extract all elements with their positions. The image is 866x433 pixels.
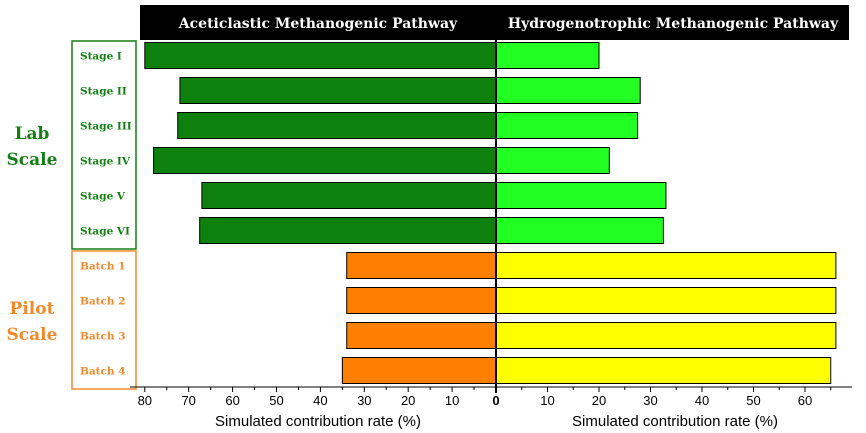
bar-left-1-0 [346,252,497,279]
left-tick-label: 80 [138,393,152,408]
header-right-box [497,5,849,40]
right-x-axis-title: Simulated contribution rate (%) [572,413,778,430]
bar-right-0-2 [495,112,639,139]
bar-right-0-1 [495,77,641,104]
category-label: Stage II [80,86,127,98]
left-tick-label: 0 [492,393,499,408]
category-label: Batch 1 [80,261,126,273]
category-label: Batch 4 [80,366,126,378]
bars-layer [144,42,837,384]
group-label: Lab [15,124,50,144]
labels-layer: Stage I Stage II Stage III Stage IV Stage V S… [7,40,137,390]
right-tick-label: 30 [643,393,657,408]
category-label: Batch 3 [80,331,126,343]
left-tick-label: 60 [225,393,239,408]
category-label: Stage VI [80,226,130,238]
right-tick-label: 40 [695,393,709,408]
category-label: Stage V [80,191,126,203]
right-tick-label: 20 [592,393,606,408]
right-panel-title: Hydrogenotrophic Methanogenic Pathway [508,16,839,32]
category-label: Stage I [80,51,122,63]
bar-left-0-0 [144,42,497,69]
left-tick-label: 40 [313,393,327,408]
bar-left-0-1 [179,77,497,104]
category-label: Batch 2 [80,296,126,308]
group-box [71,40,137,250]
bar-left-0-3 [153,147,497,174]
left-tick-label: 10 [445,393,459,408]
header-left-box [140,5,496,40]
right-tick-label: 60 [798,393,812,408]
category-label: Stage IV [80,156,131,168]
axis-layer: 0 10 20 30 40 50 60 70 80 10 20 30 40 50 60 [130,5,852,408]
bar-right-0-3 [495,147,610,174]
bar-left-0-2 [177,112,497,139]
bar-right-0-5 [495,217,664,244]
left-tick-label: 30 [357,393,371,408]
bar-left-0-4 [201,182,497,209]
bar-right-1-3 [495,357,832,384]
right-tick-label: 10 [540,393,554,408]
category-label: Stage III [80,121,132,133]
bar-left-1-2 [346,322,497,349]
bar-left-1-1 [346,287,497,314]
bar-left-1-3 [341,357,497,384]
left-tick-label: 50 [269,393,283,408]
bar-right-1-2 [495,322,837,349]
group-label: Scale [7,150,58,170]
bar-right-1-0 [495,252,837,279]
bar-right-1-1 [495,287,837,314]
bar-right-0-0 [495,42,600,69]
bar-left-0-5 [199,217,497,244]
group-label: Pilot [10,299,55,319]
left-tick-label: 20 [401,393,415,408]
right-tick-label: 50 [746,393,760,408]
group-label: Scale [7,325,58,345]
group-box [71,250,137,390]
bar-right-0-4 [495,182,667,209]
left-x-axis-title: Simulated contribution rate (%) [215,413,421,430]
left-tick-label: 70 [181,393,195,408]
left-panel-title: Aceticlastic Methanogenic Pathway [178,16,458,32]
